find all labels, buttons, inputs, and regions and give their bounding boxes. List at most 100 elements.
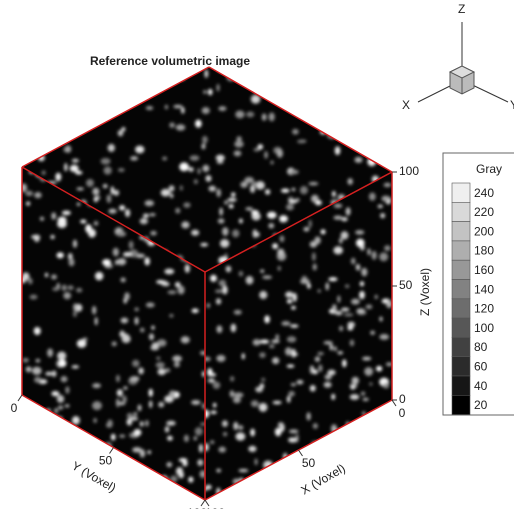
x-tick-label: 0 [399,406,406,420]
speckle [76,288,82,292]
speckle [379,334,389,340]
speckle [254,148,260,152]
speckle [24,144,30,152]
speckle [41,143,44,151]
speckle [190,155,200,161]
speckle [51,212,56,219]
speckle [42,114,46,119]
speckle [174,362,180,367]
colorbar-swatch [452,260,470,279]
speckle [134,429,142,436]
speckle [246,276,254,285]
speckle [275,428,282,437]
speckle [233,397,241,403]
speckle [374,76,378,81]
speckle [104,166,112,174]
speckle [276,75,284,81]
speckle [156,357,160,360]
speckle [23,358,29,362]
colorbar-title: Gray [476,162,502,176]
speckle [309,220,312,228]
colorbar-swatch [452,183,470,202]
speckle [318,289,321,292]
speckle [273,401,282,404]
speckle [158,402,164,408]
speckle [149,400,152,408]
speckle [271,161,274,165]
speckle [213,403,216,408]
speckle [271,340,280,343]
speckle [143,214,149,218]
speckle [179,162,189,171]
speckle [217,161,224,164]
speckle [219,207,223,215]
speckle [313,66,317,73]
triad-label: X [402,98,410,112]
speckle [223,432,227,436]
speckle [44,486,47,492]
speckle [286,204,294,210]
speckle [326,74,331,78]
colorbar-label: 100 [474,321,494,335]
speckle [208,89,212,96]
speckle [335,146,341,155]
speckle [120,278,125,283]
speckle [207,368,213,376]
speckle [178,286,185,295]
speckle [216,298,221,304]
speckle [143,469,147,472]
speckle [194,179,198,184]
speckle [246,111,254,117]
colorbar-label: 20 [474,398,488,412]
speckle [119,205,125,210]
speckle [140,421,144,427]
speckle [156,483,162,491]
speckle [65,145,71,153]
speckle [203,90,206,93]
speckle [330,344,333,350]
speckle [130,376,140,381]
speckle [126,79,132,85]
speckle [369,382,372,385]
speckle [59,360,66,368]
speckle [140,449,145,457]
speckle [353,463,358,471]
triad-label: Y [510,98,514,112]
speckle [31,235,40,239]
speckle [57,252,64,258]
speckle [156,495,165,498]
speckle [351,299,360,305]
speckle [291,383,296,386]
speckle [121,318,129,324]
z-tick-label: 100 [399,164,419,178]
speckle [33,149,37,158]
speckle [34,192,41,198]
colorbar-swatch [452,202,470,221]
speckle [285,291,293,297]
speckle [210,411,216,414]
speckle [22,272,29,280]
y-tick [18,395,22,401]
speckle [260,340,269,344]
speckle [111,434,116,441]
speckle [206,485,212,490]
speckle [250,429,255,437]
x-tick [205,500,209,506]
speckle [216,355,225,362]
speckle [180,185,183,190]
speckle [290,324,298,327]
speckle [341,308,350,312]
speckle [366,304,373,309]
speckle [57,395,64,403]
speckle [349,457,352,460]
speckle [94,221,98,226]
speckle [348,89,353,97]
speckle [76,75,82,80]
speckle [179,458,188,462]
speckle [34,327,41,335]
speckle [202,107,210,114]
speckle [339,491,349,497]
speckle [264,315,269,323]
speckle [122,395,127,399]
speckle [269,345,275,349]
